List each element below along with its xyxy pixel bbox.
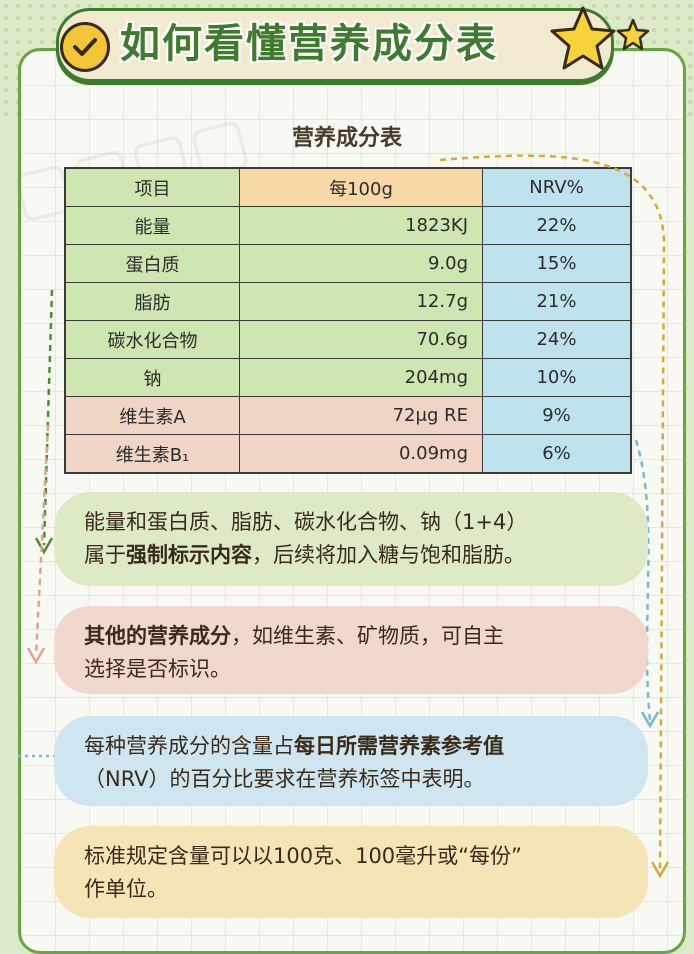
note-line: 标准规定含量可以以100克、100毫升或“每份” xyxy=(84,844,522,868)
title-banner xyxy=(56,8,614,82)
note-bold: 强制标示内容 xyxy=(126,543,252,567)
note-mandatory: 能量和蛋白质、脂肪、碳水化合物、钠（1+4） 属于强制标示内容，后续将加入糖与饱… xyxy=(54,492,648,586)
note-text: ，如维生素、矿物质，可自主 xyxy=(231,624,504,648)
row-nrv: 15% xyxy=(482,244,632,283)
note-text: ，后续将加入糖与饱和脂肪。 xyxy=(252,543,525,567)
row-nrv: 9% xyxy=(482,396,632,435)
header-value: 每100g xyxy=(239,167,483,207)
note-line: 其他的营养成分，如维生素、矿物质，可自主 xyxy=(84,620,626,653)
table-row: 钠 204mg 10% xyxy=(64,358,632,397)
row-nrv: 6% xyxy=(482,434,632,474)
note-units: 标准规定含量可以以100克、100毫升或“每份” 作单位。 xyxy=(54,826,648,918)
row-name: 脂肪 xyxy=(64,282,240,321)
note-line: 作单位。 xyxy=(84,877,168,901)
note-bold: 其他的营养成分 xyxy=(84,624,231,648)
row-value: 72μg RE xyxy=(239,396,483,435)
note-text: 每种营养成分的含量占 xyxy=(84,734,294,758)
table-row: 维生素A 72μg RE 9% xyxy=(64,396,632,435)
check-icon xyxy=(60,22,110,72)
table-header-row: 项目 每100g NRV% xyxy=(64,167,632,207)
row-name: 维生素B₁ xyxy=(64,434,240,474)
header-nrv: NRV% xyxy=(482,167,632,207)
page-title: 如何看懂营养成分表 xyxy=(120,21,498,67)
row-name: 碳水化合物 xyxy=(64,320,240,359)
nutrition-table: 项目 每100g NRV% 能量 1823KJ 22% 蛋白质 9.0g 15%… xyxy=(64,167,632,474)
table-row: 碳水化合物 70.6g 24% xyxy=(64,320,632,359)
row-name: 维生素A xyxy=(64,396,240,435)
note-text: 属于 xyxy=(84,543,126,567)
star-icon xyxy=(616,18,650,51)
row-nrv: 24% xyxy=(482,320,632,359)
note-line: 每种营养成分的含量占每日所需营养素参考值 xyxy=(84,730,626,763)
row-value: 1823KJ xyxy=(239,206,483,245)
note-line: 能量和蛋白质、脂肪、碳水化合物、钠（1+4） xyxy=(84,510,528,534)
table-row: 能量 1823KJ 22% xyxy=(64,206,632,245)
row-name: 能量 xyxy=(64,206,240,245)
row-value: 204mg xyxy=(239,358,483,397)
note-line: （NRV）的百分比要求在营养标签中表明。 xyxy=(84,767,485,791)
row-nrv: 21% xyxy=(482,282,632,321)
row-nrv: 22% xyxy=(482,206,632,245)
note-bold: 每日所需营养素参考值 xyxy=(294,734,504,758)
table-row: 蛋白质 9.0g 15% xyxy=(64,244,632,283)
row-nrv: 10% xyxy=(482,358,632,397)
note-line: 属于强制标示内容，后续将加入糖与饱和脂肪。 xyxy=(84,539,626,572)
arrow-connectors xyxy=(18,154,670,879)
table-title: 营养成分表 xyxy=(291,126,402,151)
note-line: 选择是否标识。 xyxy=(84,657,231,681)
row-value: 70.6g xyxy=(239,320,483,359)
header-name: 项目 xyxy=(64,167,240,207)
star-icon xyxy=(550,6,616,70)
table-row: 脂肪 12.7g 21% xyxy=(64,282,632,321)
note-optional: 其他的营养成分，如维生素、矿物质，可自主 选择是否标识。 xyxy=(54,606,648,694)
row-name: 蛋白质 xyxy=(64,244,240,283)
row-value: 0.09mg xyxy=(239,434,483,474)
row-value: 9.0g xyxy=(239,244,483,283)
note-nrv: 每种营养成分的含量占每日所需营养素参考值 （NRV）的百分比要求在营养标签中表明… xyxy=(54,716,648,806)
table-row: 维生素B₁ 0.09mg 6% xyxy=(64,434,632,474)
row-value: 12.7g xyxy=(239,282,483,321)
row-name: 钠 xyxy=(64,358,240,397)
